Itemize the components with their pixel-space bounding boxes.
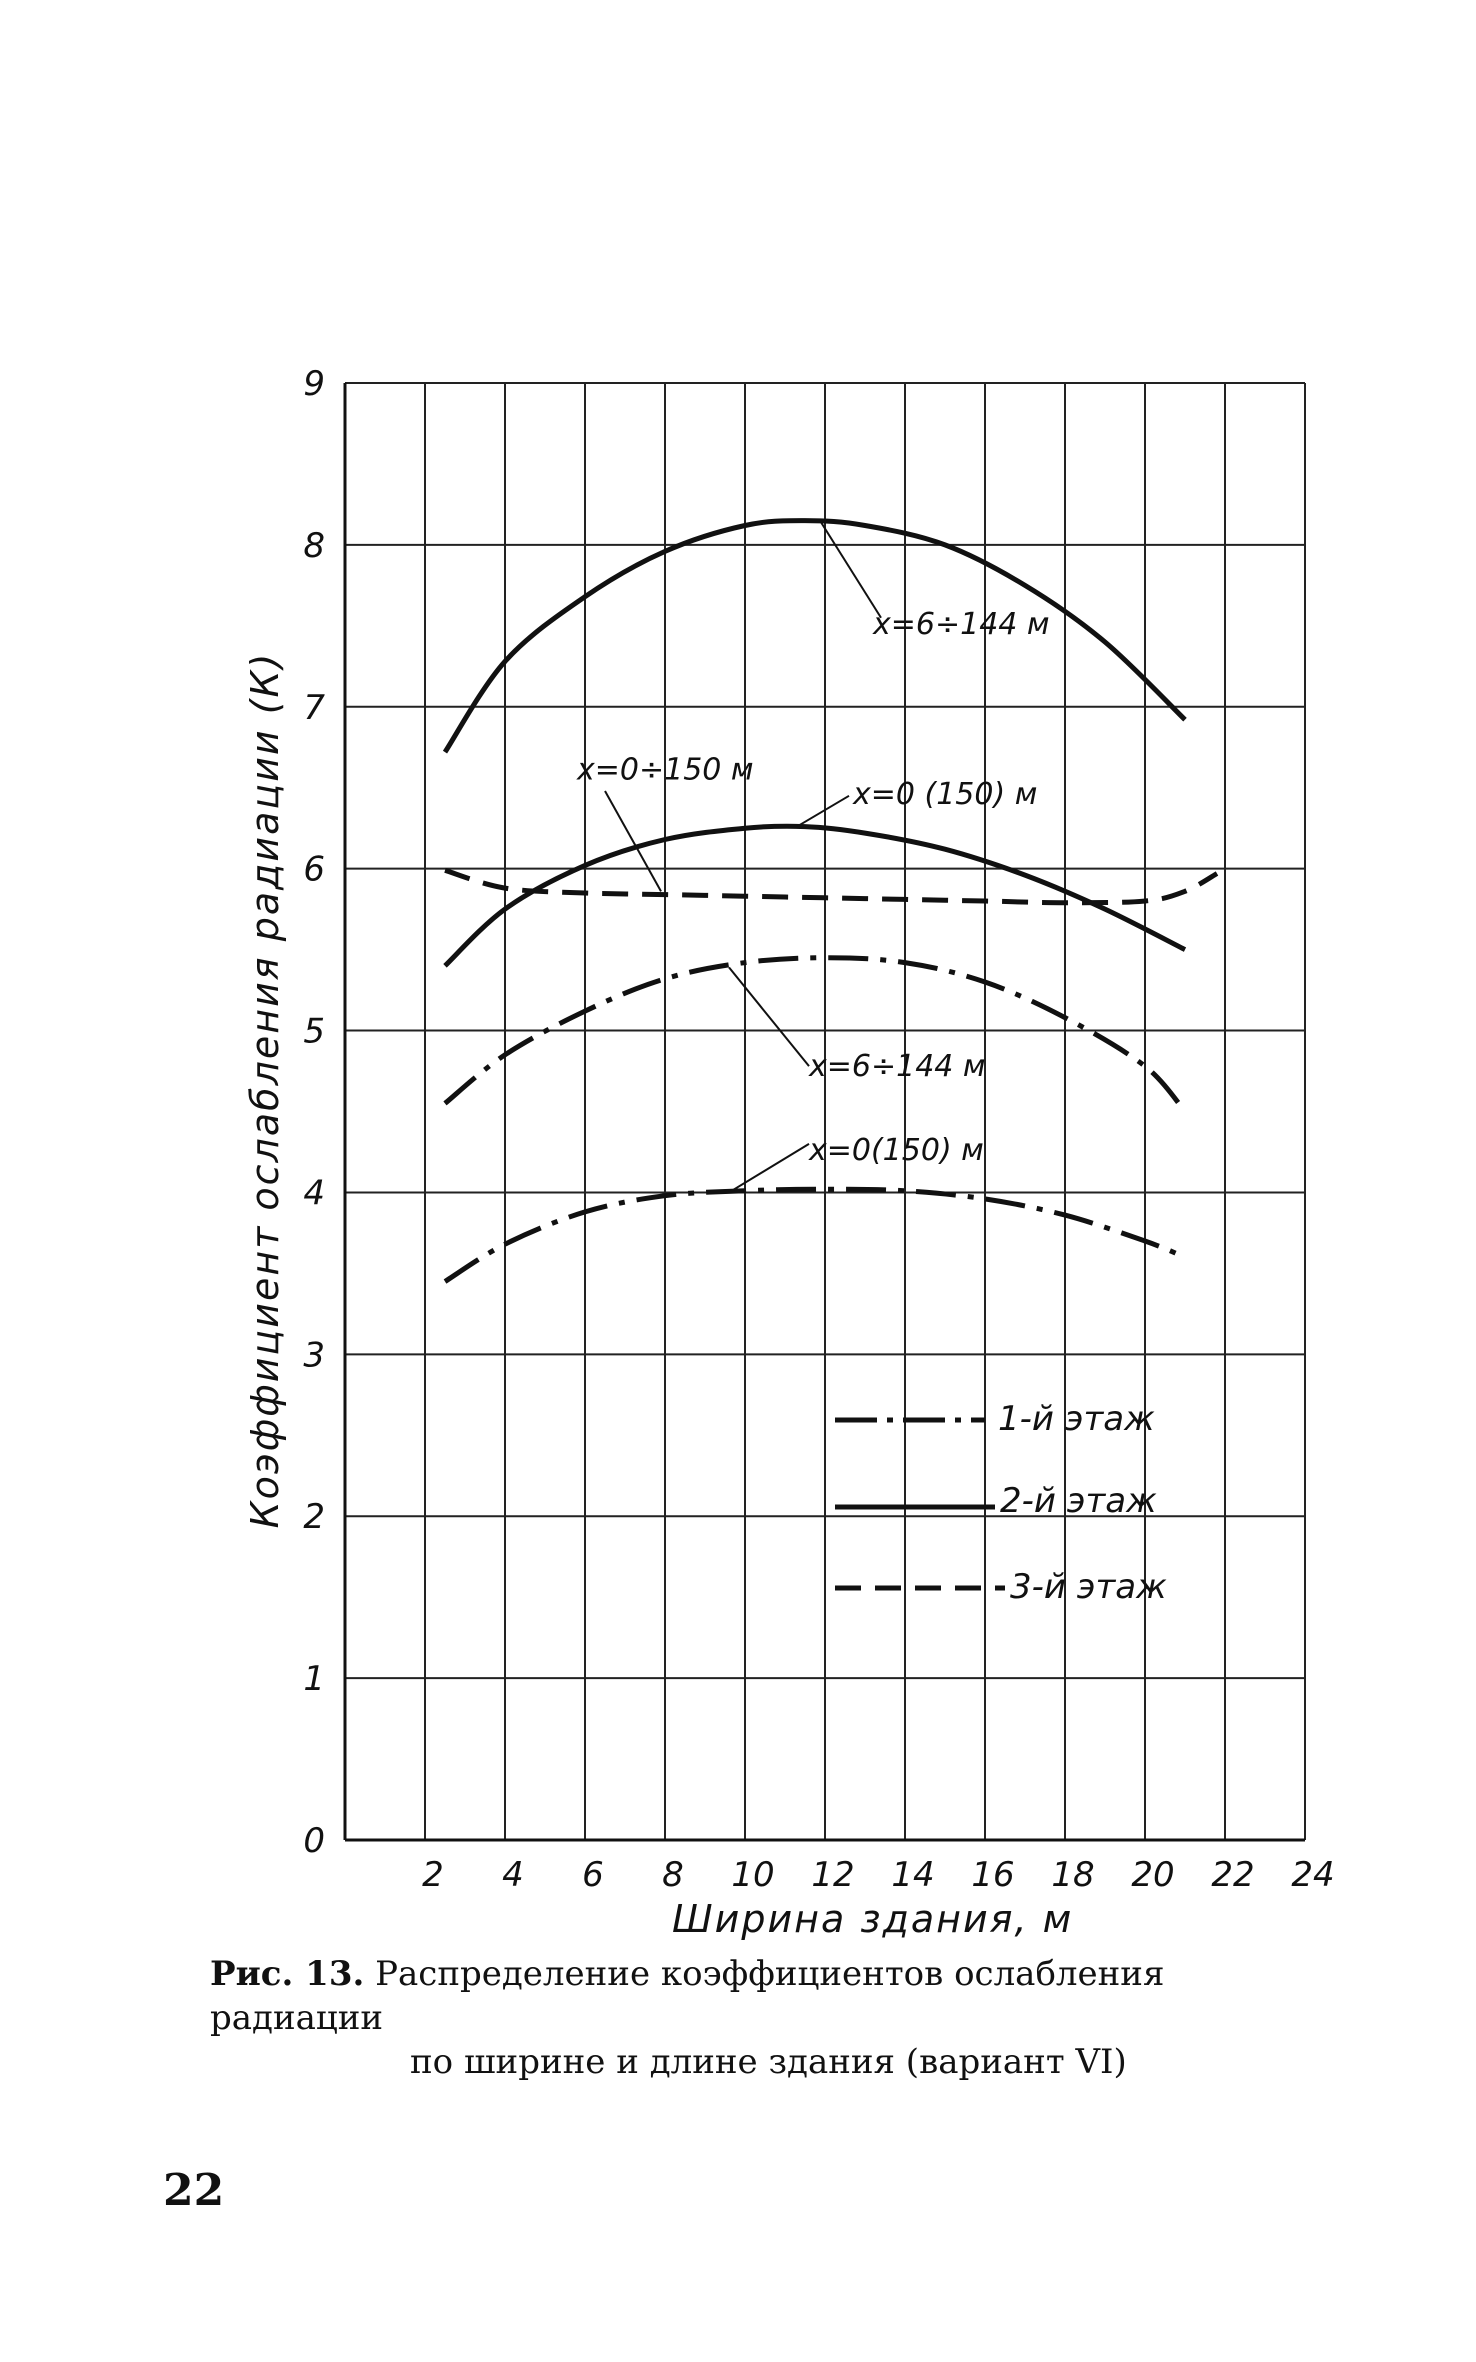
legend-label-3: 3-й этаж: [1010, 1567, 1167, 1607]
annotation-leader: [604, 790, 662, 892]
x-tick-label: 16: [971, 1855, 1014, 1895]
annotation-label: x=0÷150 м: [576, 753, 754, 788]
x-tick-label: 10: [731, 1855, 774, 1895]
annotation-label: x=6÷144 м: [808, 1049, 986, 1084]
series-line-3: [444, 867, 1219, 906]
caption-label: Рис. 13.: [210, 1954, 365, 1994]
series-line-1: [442, 518, 1187, 754]
x-tick-label: 20: [1131, 1855, 1174, 1895]
y-tick-label: 7: [303, 688, 325, 728]
series-group: [442, 518, 1219, 1284]
annotation-leader: [728, 966, 810, 1067]
y-tick-label: 9: [303, 364, 325, 404]
caption-line-1: Распределение коэффициентов ослабления р…: [210, 1954, 1165, 2038]
figure-caption: Рис. 13. Распределение коэффициентов осл…: [210, 1952, 1320, 2084]
y-tick-label: 4: [303, 1173, 325, 1213]
x-tick-label: 18: [1051, 1855, 1094, 1895]
annotation-leader: [820, 521, 882, 619]
y-tick-label: 0: [303, 1821, 325, 1861]
annotations: x=6÷144 м x=0÷150 м x=0 (150) м x=6÷144 м x=…: [576, 521, 1050, 1194]
y-tick-label: 3: [303, 1335, 325, 1375]
grid: [345, 382, 1306, 1841]
x-tick-label: 2: [422, 1855, 444, 1895]
x-axis-label: Ширина здания, м: [672, 1897, 1073, 1941]
annotation-label: x=6÷144 м: [872, 607, 1050, 642]
x-tick-label: 24: [1291, 1855, 1334, 1895]
x-tick-label: 4: [502, 1855, 524, 1895]
series-line-5: [443, 1186, 1186, 1284]
y-tick-label: 5: [303, 1012, 325, 1052]
y-tick-label: 6: [303, 850, 325, 890]
x-tick-label: 8: [662, 1855, 684, 1895]
y-tick-label: 8: [303, 526, 325, 566]
annotation-label: x=0 (150) м: [852, 777, 1037, 812]
x-tick-label: 14: [891, 1855, 934, 1895]
series-line-2: [443, 823, 1187, 968]
annotation-leader: [728, 1143, 810, 1194]
y-tick-label: 2: [303, 1497, 325, 1537]
x-tick-label: 6: [582, 1855, 604, 1895]
caption-line-2: по ширине и длине здания (вариант VI): [410, 2042, 1127, 2082]
series-line-4: [443, 955, 1187, 1114]
y-tick-label: 1: [303, 1659, 325, 1699]
y-axis-label: Коэффициент ослабления радиации (К): [243, 652, 287, 1529]
legend-label-1: 1-й этаж: [998, 1399, 1155, 1439]
annotation-leader: [796, 794, 850, 828]
page-number: 22: [163, 2165, 225, 2216]
annotation-label: x=0(150) м: [808, 1133, 984, 1168]
x-tick-label: 22: [1211, 1855, 1254, 1895]
legend: 1-й этаж 2-й этаж 3-й этаж: [835, 1399, 1167, 1607]
x-tick-label: 12: [811, 1855, 854, 1895]
legend-label-2: 2-й этаж: [1000, 1481, 1157, 1521]
